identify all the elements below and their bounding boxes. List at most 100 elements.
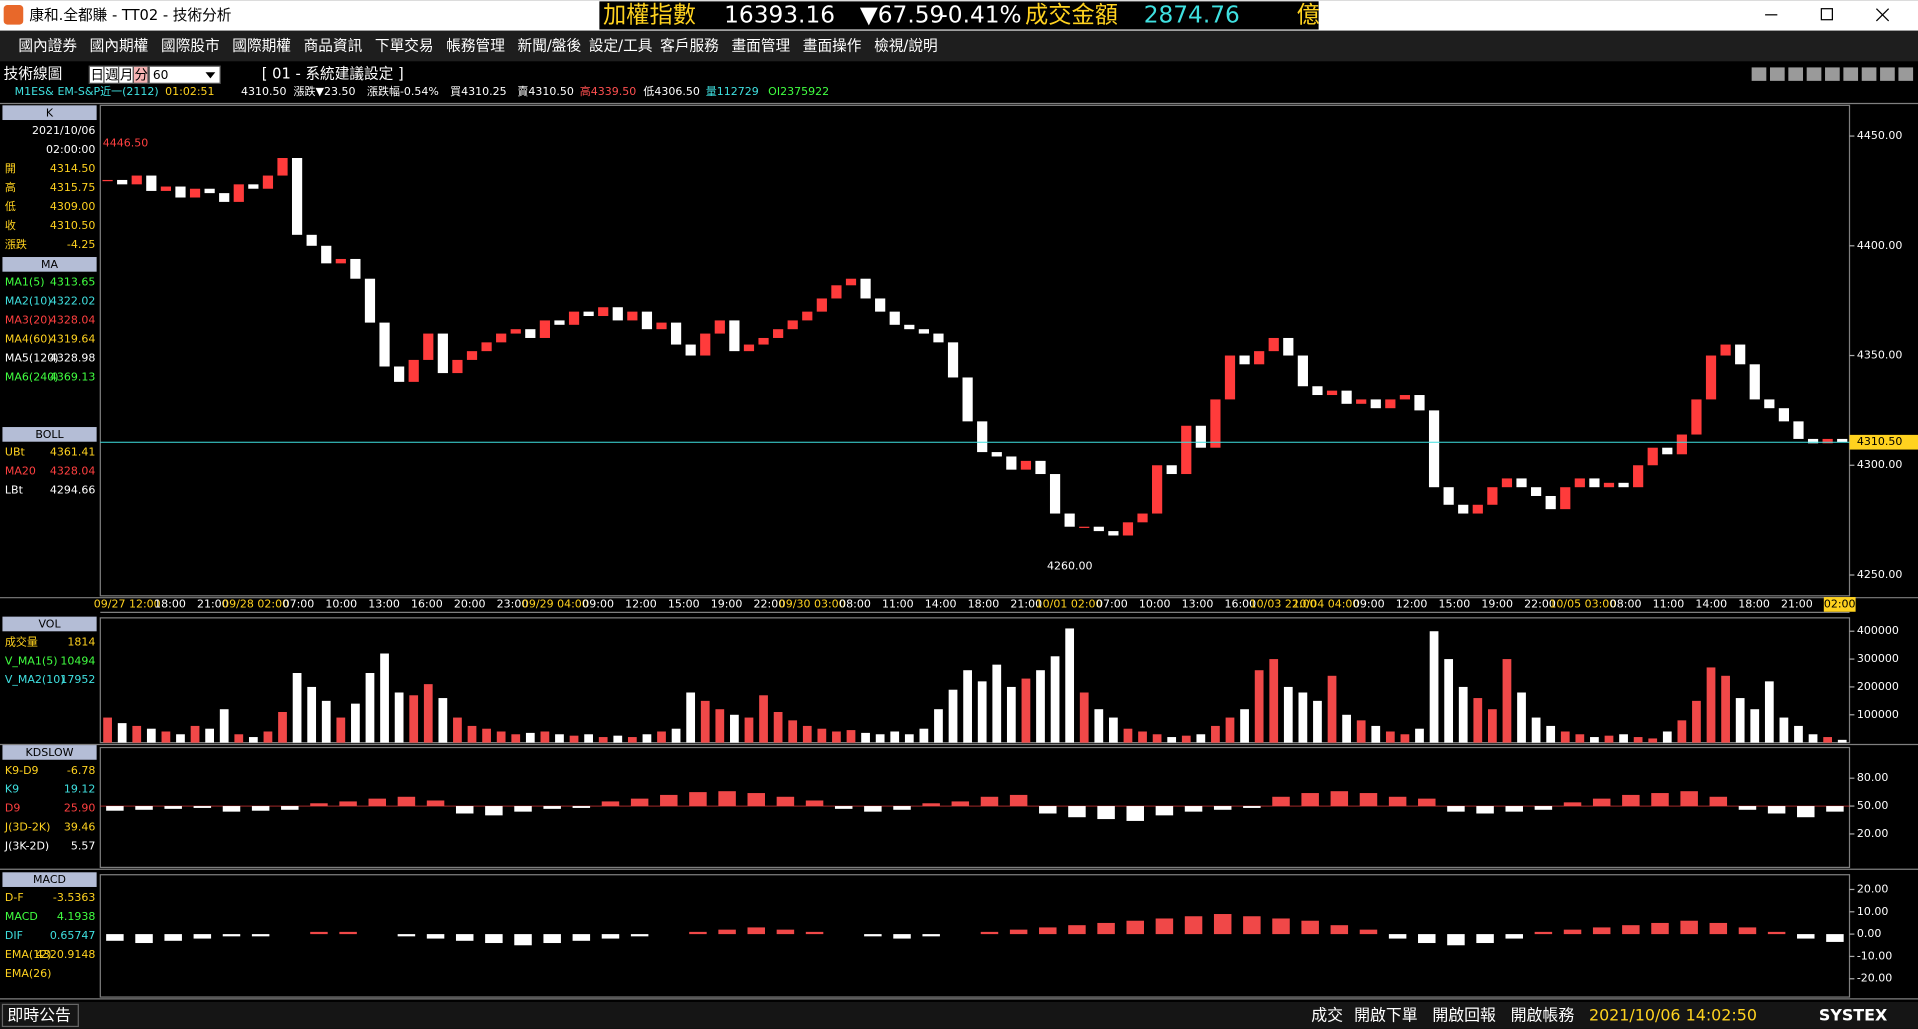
status-button[interactable]: 成交: [1311, 1006, 1343, 1025]
tool-button[interactable]: [1880, 67, 1895, 81]
menu-item[interactable]: 國內證券: [18, 38, 77, 55]
kd-bar: [135, 806, 153, 810]
field-label: 低: [5, 200, 16, 213]
period-label[interactable]: 週: [105, 67, 118, 83]
kd-bar: [1155, 806, 1174, 816]
volume-bar: [715, 709, 725, 743]
candle: [1545, 495, 1556, 510]
field-label: 成交量: [5, 634, 38, 648]
kd-bar: [164, 806, 182, 809]
quote-field: 漲跌▼23.50: [294, 84, 356, 98]
menu-item[interactable]: 檢視/說明: [874, 38, 938, 55]
period-button[interactable]: [132, 65, 149, 84]
status-button[interactable]: 開啟下單: [1354, 1006, 1418, 1025]
menu-item[interactable]: 畫面操作: [803, 38, 862, 55]
volume-bar: [846, 730, 856, 743]
quote-field: OI2375922: [768, 85, 829, 98]
tool-button[interactable]: [1843, 67, 1859, 81]
section-header: [2, 745, 97, 760]
candle: [1822, 438, 1833, 444]
menu-item[interactable]: 下單交易: [375, 37, 434, 55]
menu-item[interactable]: 國內期權: [90, 38, 149, 55]
volume-bar: [744, 717, 754, 743]
notice[interactable]: 即時公告: [7, 1006, 71, 1025]
tool-button[interactable]: [1769, 67, 1785, 81]
status-button[interactable]: 開啟回報: [1432, 1006, 1496, 1025]
candle: [1064, 513, 1075, 527]
volume-bar: [453, 717, 462, 743]
candle: [977, 421, 988, 453]
macd-bar: [514, 934, 532, 946]
macd-bar: [164, 934, 182, 941]
menu-item[interactable]: 商品資訊: [304, 38, 363, 55]
tool-button[interactable]: [1751, 67, 1767, 81]
menu-item[interactable]: 國際股市: [161, 38, 220, 55]
macd-bar: [339, 931, 357, 935]
volume-bar: [1560, 731, 1570, 743]
menu-item[interactable]: 設定/工具: [589, 38, 653, 55]
field-value: 4313.65: [50, 276, 95, 289]
volume-bar: [598, 737, 608, 743]
section-header: [2, 105, 97, 121]
x-tick-label: 22:00: [754, 597, 786, 610]
volume-bar: [219, 709, 229, 743]
candle: [947, 342, 959, 378]
interval-value[interactable]: 60: [153, 68, 169, 82]
field-label: J(3K-2D): [4, 840, 49, 853]
window-controls[interactable]: [1765, 8, 1890, 22]
volume-bar: [1458, 686, 1468, 743]
menu-item[interactable]: 畫面管理: [731, 38, 790, 55]
candle: [248, 184, 259, 189]
tool-button[interactable]: [1825, 67, 1840, 81]
menu-item[interactable]: 國際期權: [232, 38, 291, 55]
restore[interactable]: [1820, 8, 1833, 21]
interval-select[interactable]: [148, 65, 221, 84]
quote-field: 低4306.50: [643, 85, 700, 98]
menu-item[interactable]: 帳務管理: [446, 38, 505, 55]
kd-bar: [922, 803, 940, 807]
tool-button[interactable]: [1788, 67, 1804, 81]
volume-bar: [1648, 738, 1658, 743]
quote-field: 買4310.25: [450, 85, 507, 98]
tool-button[interactable]: [1898, 67, 1914, 81]
status-button[interactable]: 開啟帳務: [1511, 1006, 1575, 1025]
quote-item: 加權指數: [603, 2, 696, 29]
field-value: 4369.13: [50, 371, 95, 384]
volume-bar: [642, 734, 652, 743]
volume-bar: [817, 728, 827, 743]
volume-bar: [146, 728, 156, 743]
chart-tools[interactable]: [1751, 67, 1914, 81]
close[interactable]: [1875, 8, 1890, 22]
kd-bar: [893, 806, 911, 810]
menu-item[interactable]: 客戶服務: [660, 38, 719, 55]
field-label: DIF: [5, 929, 23, 942]
kd-bar: [1330, 791, 1349, 807]
volume-bar: [1619, 734, 1628, 743]
section-header: [2, 872, 97, 887]
candle: [1283, 337, 1294, 356]
x-tick-label: 20:00: [454, 597, 486, 610]
kd-bar: [776, 796, 795, 807]
volume-bar: [1225, 717, 1235, 743]
candle: [700, 333, 711, 356]
tool-button[interactable]: [1861, 67, 1877, 81]
period-label[interactable]: 月: [120, 68, 133, 83]
volume-bar: [861, 732, 870, 743]
period-label[interactable]: 分: [135, 67, 148, 83]
field-label: MA1(5): [5, 276, 45, 289]
tool-button[interactable]: [1806, 67, 1822, 81]
kd-bar: [1213, 806, 1232, 810]
x-tick-label: 14:00: [925, 597, 957, 610]
y-tick-label: 20.00: [1857, 882, 1889, 895]
volume-bar: [234, 734, 244, 743]
candle: [933, 333, 944, 343]
candle: [233, 184, 244, 202]
volume-bar: [1837, 739, 1847, 743]
menu-item[interactable]: 新聞/盤後: [518, 38, 582, 55]
volume-bar: [176, 734, 185, 743]
macd-bar: [1068, 925, 1086, 935]
brand: SYSTEX: [1819, 1006, 1887, 1025]
candle: [481, 342, 492, 352]
volume-bar: [890, 731, 900, 743]
period-label[interactable]: 日: [91, 68, 104, 83]
